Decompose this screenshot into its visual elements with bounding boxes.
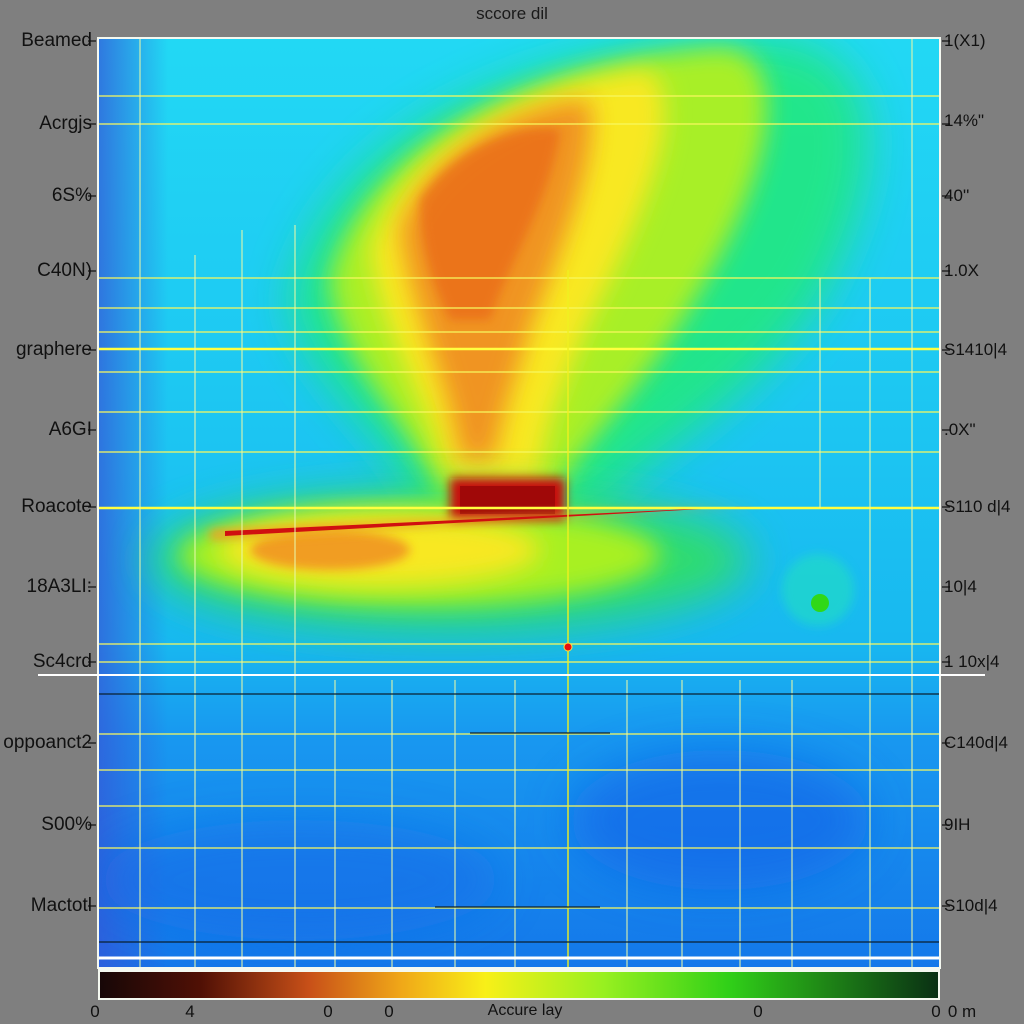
y-tick-left: oppoanct2 [3,732,92,753]
y-tick-left: Beamed [21,30,92,51]
x-axis-label: Accure lay [487,1002,563,1019]
region-hot-plume [290,38,868,510]
marker-point [563,642,573,652]
y-tick-left: C40N) [37,260,92,281]
x-tick: 0 [323,1002,333,1021]
y-tick-left: Mactotl [30,895,92,916]
x-tick: 0 [90,1002,100,1021]
y-tick-right: 40'' [944,186,970,205]
y-tick-left: 18A3LI: [26,576,93,597]
y-tick-right: C140d|4 [944,733,1008,752]
y-tick-left: Sc4crd [32,651,92,672]
y-tick-left: S00% [41,814,92,835]
y-tick-right: .0X" [944,420,976,439]
y-tick-right: 1.0X [944,261,979,280]
y-tick-right: 1 10x|4 [944,652,1000,671]
tick-marks [88,40,950,907]
y-tick-left: Roacote [21,496,92,517]
y-tick-left: Acrgjs [39,113,92,134]
x-tick: 0 [753,1002,763,1021]
region-hot-streak [210,478,760,540]
colorbar [100,972,938,998]
y-tick-right: 9IH [944,815,971,834]
left-shade [98,38,168,968]
x-tick: 0 [384,1002,394,1021]
y-tick-right: 14%" [944,111,985,130]
y-tick-right: 1(X1) [944,31,986,50]
y-tick-left: graphere [15,339,92,360]
x-tick: 0 m [947,1002,977,1021]
y-tick-right: S1410|4 [944,340,1008,359]
x-tick: 4 [185,1002,195,1021]
y-tick-right: S110 d|4 [944,497,1011,516]
region-cool-field [100,750,870,940]
x-tick: 0 [931,1002,941,1021]
y-tick-right: S10d|4 [944,896,998,915]
y-tick-left: A6GI [48,419,92,440]
y-tick-left: 6S% [51,185,92,206]
chart-title: sccore dil [476,4,548,23]
grid-lines [98,38,940,968]
y-tick-right: 10|4 [944,577,977,596]
region-warm-lobe [150,490,854,630]
